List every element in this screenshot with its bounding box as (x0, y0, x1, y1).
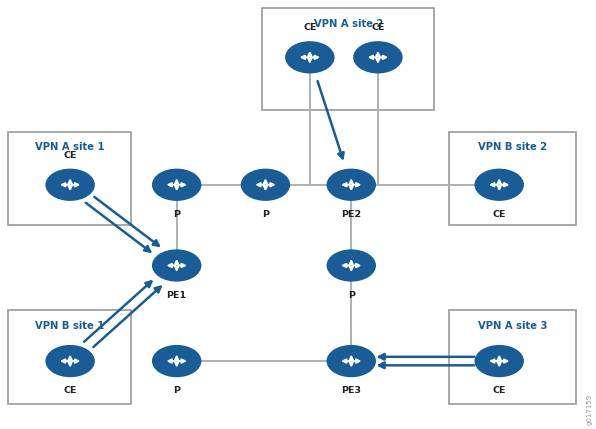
Ellipse shape (327, 169, 376, 201)
Text: PE3: PE3 (342, 386, 361, 395)
Bar (449, 132, 576, 225)
Text: CE: CE (303, 23, 316, 32)
Ellipse shape (327, 249, 376, 281)
Ellipse shape (45, 169, 95, 201)
Text: P: P (173, 386, 180, 395)
Text: CE: CE (492, 210, 506, 219)
Text: P: P (347, 290, 355, 299)
Ellipse shape (241, 169, 290, 201)
Text: CE: CE (492, 386, 506, 395)
Text: CE: CE (371, 23, 384, 32)
Bar (449, 310, 576, 404)
Text: CE: CE (63, 386, 77, 395)
Ellipse shape (152, 249, 201, 281)
Text: P: P (173, 210, 180, 219)
Bar (8, 132, 131, 225)
Ellipse shape (353, 41, 403, 73)
Text: P: P (262, 210, 269, 219)
Text: g017159: g017159 (586, 393, 593, 425)
Bar (8, 310, 131, 404)
Text: VPN A site 1: VPN A site 1 (35, 142, 104, 152)
Ellipse shape (474, 169, 524, 201)
Ellipse shape (45, 345, 95, 377)
Text: PE2: PE2 (341, 210, 361, 219)
Ellipse shape (152, 345, 201, 377)
Text: PE1: PE1 (167, 290, 187, 299)
Text: VPN A site 2: VPN A site 2 (313, 19, 383, 29)
Text: CE: CE (63, 151, 77, 160)
Ellipse shape (152, 169, 201, 201)
Text: VPN A site 3: VPN A site 3 (478, 321, 547, 331)
Text: VPN B site 1: VPN B site 1 (35, 321, 104, 331)
Bar (262, 9, 434, 110)
Ellipse shape (474, 345, 524, 377)
Text: VPN B site 2: VPN B site 2 (478, 142, 547, 152)
Ellipse shape (285, 41, 334, 73)
Ellipse shape (327, 345, 376, 377)
